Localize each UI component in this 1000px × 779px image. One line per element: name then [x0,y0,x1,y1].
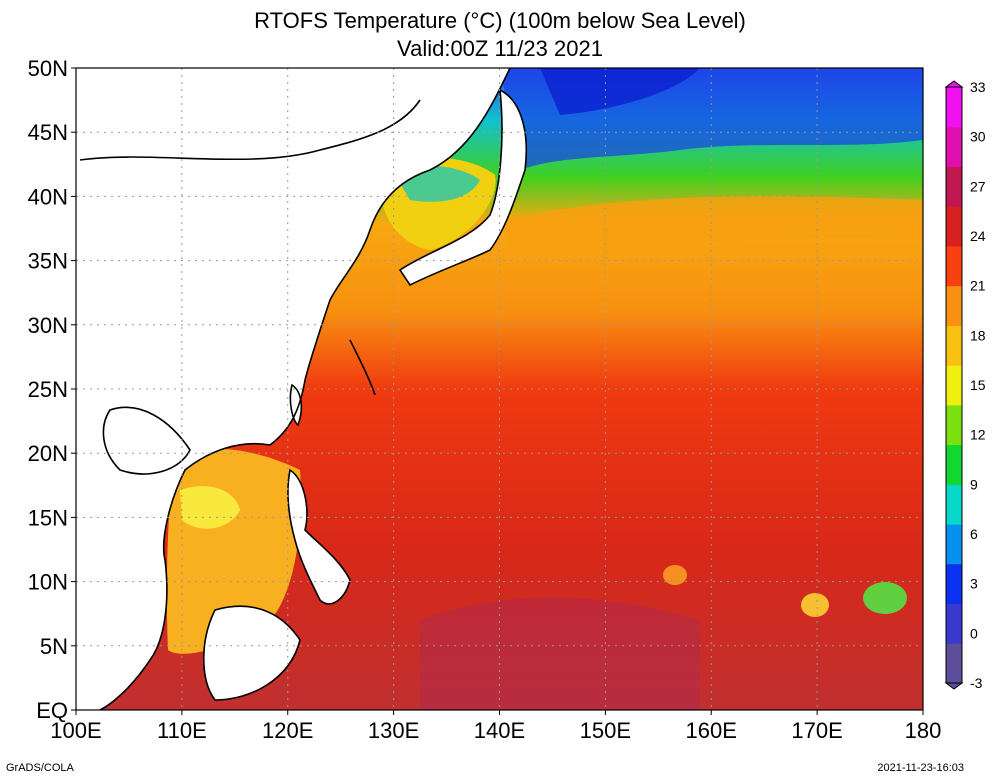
colorbar-segment [946,87,962,128]
tick-label-lon: 170E [791,718,842,743]
tick-label-lon: 110E [157,718,207,743]
colorbar-segment [946,563,962,605]
colorbar-segment [946,404,962,446]
colorbar-tick-label: 3 [970,576,978,592]
colorbar: -3 0 3 6 9 12 15 18 21 24 27 30 33 [944,79,986,691]
colorbar-segment [946,365,962,406]
colorbar-segment [946,444,962,485]
chart-subtitle: Valid:00Z 11/23 2021 [397,36,603,61]
colorbar-segment [946,285,962,326]
colorbar-tick-label: 21 [970,278,986,294]
colorbar-segment [946,643,962,684]
colorbar-segment [946,245,962,287]
footer-credit: GrADS/COLA [6,762,74,774]
tick-label-lat: 15N [28,505,68,530]
colorbar-segment [946,206,962,247]
colorbar-segment [946,325,962,366]
tick-label-lon: 130E [368,718,419,743]
colorbar-segment [946,484,962,525]
colorbar-tick-label: 15 [970,377,986,393]
colorbar-tick-label: -3 [970,675,983,691]
colorbar-tick-label: 12 [970,427,986,443]
longitude-axis: 100E 110E 120E 130E 140E 150E 160E 170E 180 [50,710,941,743]
tick-label-lon: 120E [262,718,313,743]
colorbar-tick-label: 0 [970,625,978,641]
tick-label-lon: 160E [686,718,737,743]
tick-label-lat: 45N [28,120,68,145]
colorbar-tick-label: 33 [970,79,986,95]
tick-label-lat: 10N [28,570,68,595]
chart-title: RTOFS Temperature (°C) (100m below Sea L… [254,8,746,33]
colorbar-segment [946,524,962,565]
tick-label-lat: 5N [40,634,68,659]
footer-timestamp: 2021-11-23-16:03 [877,762,964,774]
latitude-axis: EQ 5N 10N 15N 20N 25N 30N 35N 40N 45N 50N [28,56,76,723]
colorbar-segment [946,126,962,167]
tick-label-lat: EQ [36,698,68,723]
tick-label-lon: 140E [474,718,525,743]
colorbar-tick-label: 24 [970,228,986,244]
graticule [76,68,923,710]
tick-label-lon: 100E [50,718,101,743]
tick-label-lat: 35N [28,249,68,274]
colorbar-tick-label: 30 [970,129,986,145]
tick-label-lat: 25N [28,377,68,402]
colorbar-bottom-arrow [944,682,964,690]
colorbar-tick-label: 18 [970,327,986,343]
tick-label-lat: 40N [28,184,68,209]
colorbar-segment [946,166,962,207]
colorbar-tick-label: 6 [970,526,978,542]
tick-label-lon: 150E [580,718,631,743]
tick-label-lat: 30N [28,313,68,338]
tick-label-lat: 50N [28,56,68,81]
colorbar-segment [946,603,962,644]
tick-label-lat: 20N [28,441,68,466]
colorbar-tick-label: 9 [970,476,978,492]
colorbar-top-arrow [944,80,964,88]
tick-label-lon: 180 [905,718,942,743]
colorbar-tick-label: 27 [970,178,986,194]
